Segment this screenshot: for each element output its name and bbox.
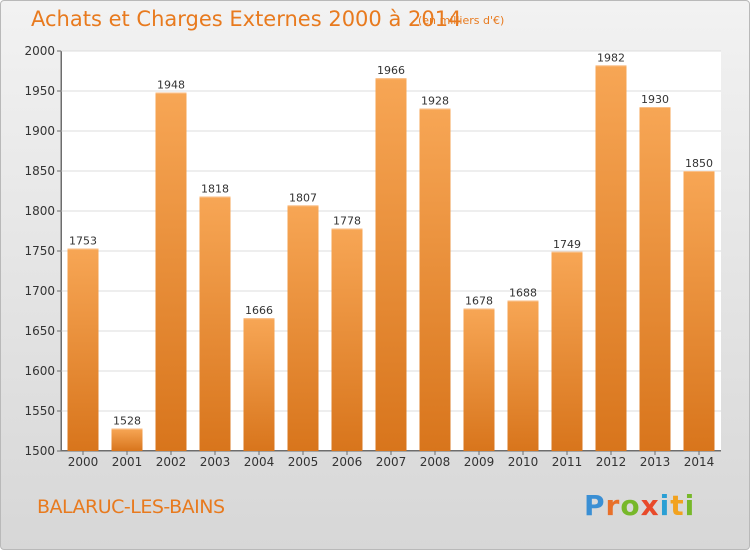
chart-title: Achats et Charges Externes 2000 à 2014 [31, 7, 462, 31]
bar [287, 205, 319, 451]
data-label: 1807 [289, 191, 317, 204]
chart-unit-label: (en milliers d'€) [418, 14, 505, 27]
y-tick-label: 1850 [24, 164, 55, 178]
bar [199, 196, 231, 451]
y-tick-label: 1700 [24, 284, 55, 298]
bar [595, 65, 627, 452]
data-label: 1778 [333, 215, 361, 228]
x-tick-label: 2003 [200, 455, 231, 469]
data-label: 1749 [553, 238, 581, 251]
y-tick-label: 1600 [24, 364, 55, 378]
x-tick-label: 2007 [376, 455, 407, 469]
x-tick-label: 2010 [508, 455, 539, 469]
x-tick-label: 2006 [332, 455, 363, 469]
bar [155, 92, 187, 451]
data-label: 1678 [465, 295, 493, 308]
bar [463, 308, 495, 451]
data-label: 1666 [245, 304, 273, 317]
x-tick-label: 2005 [288, 455, 319, 469]
y-tick-label: 1550 [24, 404, 55, 418]
x-tick-label: 2009 [464, 455, 495, 469]
data-label: 1850 [685, 157, 713, 170]
x-tick-label: 2011 [552, 455, 583, 469]
bar [243, 318, 275, 451]
y-tick-label: 1650 [24, 324, 55, 338]
y-tick-label: 1800 [24, 204, 55, 218]
bar [111, 428, 143, 451]
x-tick-label: 2013 [640, 455, 671, 469]
data-label: 1982 [597, 51, 625, 64]
x-tick-label: 2000 [68, 455, 99, 469]
data-label: 1528 [113, 415, 141, 428]
bar [639, 107, 671, 451]
bar [375, 78, 407, 451]
y-tick-label: 1900 [24, 124, 55, 138]
x-tick-label: 2012 [596, 455, 627, 469]
x-tick-label: 2008 [420, 455, 451, 469]
data-label: 1688 [509, 287, 537, 300]
data-label: 1928 [421, 95, 449, 108]
bar [67, 248, 99, 451]
bar [331, 228, 363, 451]
x-tick-label: 2001 [112, 455, 143, 469]
data-label: 1930 [641, 93, 669, 106]
y-tick-label: 1750 [24, 244, 55, 258]
proxiti-logo[interactable]: Proxiti [584, 489, 696, 522]
data-label: 1948 [157, 79, 185, 92]
data-label: 1966 [377, 64, 405, 77]
y-tick-label: 1950 [24, 84, 55, 98]
bar [683, 171, 715, 451]
x-tick-label: 2014 [684, 455, 715, 469]
y-tick-label: 2000 [24, 44, 55, 58]
commune-name: BALARUC-LES-BAINS [37, 496, 225, 518]
bar [419, 108, 451, 451]
bar [507, 300, 539, 451]
y-tick-label: 1500 [24, 444, 55, 458]
data-label: 1818 [201, 183, 229, 196]
x-tick-label: 2004 [244, 455, 275, 469]
x-tick-label: 2002 [156, 455, 187, 469]
data-label: 1753 [69, 235, 97, 248]
bar [551, 251, 583, 451]
